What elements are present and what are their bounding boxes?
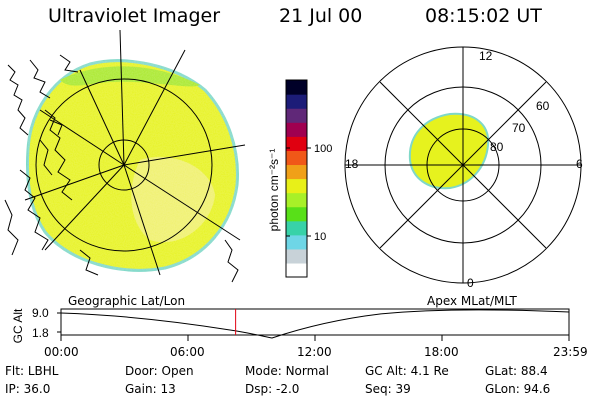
geo-grid <box>24 29 246 276</box>
left-panel-label: Geographic Lat/Lon <box>68 294 186 308</box>
colorbar-segment <box>286 178 307 194</box>
info-ip: IP: 36.0 <box>5 382 51 396</box>
colorbar-segment <box>286 220 307 236</box>
info-gc-alt: GC Alt: 4.1 Re <box>365 364 449 378</box>
colorbar-segment <box>286 262 307 278</box>
info-mode: Mode: Normal <box>245 364 329 378</box>
colorbar-segment <box>286 164 307 180</box>
lat-label-60: 60 <box>536 99 550 113</box>
xtick-06: 06:00 <box>170 345 205 359</box>
colorbar-ticks <box>286 147 311 237</box>
colorbar-segment <box>286 234 307 250</box>
colorbar-segment <box>286 206 307 222</box>
info-flt: Flt: LBHL <box>5 364 59 378</box>
altitude-ylabel: GC Alt <box>11 308 25 343</box>
info-seq: Seq: 39 <box>365 382 411 396</box>
geographic-image-panel <box>4 29 246 283</box>
colorbar-segment <box>286 248 307 264</box>
info-glon: GLon: 94.6 <box>485 382 551 396</box>
xtick-00: 00:00 <box>44 345 79 359</box>
colorbar-segment <box>286 136 307 151</box>
xtick-18: 18:00 <box>424 345 459 359</box>
mlt-label-12: 12 <box>479 49 493 63</box>
mlt-label-0: 0 <box>467 276 474 290</box>
colorbar-tick-100: 100 <box>314 143 332 155</box>
mlt-label-18: 18 <box>345 157 359 171</box>
info-gain: Gain: 13 <box>125 382 176 396</box>
colorbar <box>285 79 308 278</box>
mlt-label-6: 6 <box>576 157 583 171</box>
colorbar-segment <box>286 192 307 208</box>
time-label: 08:15:02 UT <box>425 5 542 27</box>
colorbar-segment <box>286 80 307 95</box>
altitude-axis-ticks <box>57 312 570 341</box>
info-door: Door: Open <box>125 364 194 378</box>
altitude-ytick-high: 9.0 <box>32 306 49 320</box>
altitude-curve <box>60 309 570 339</box>
colorbar-segment <box>286 94 307 109</box>
colorbar-unit-label: photon cm⁻²s⁻¹ <box>267 149 281 232</box>
right-panel-label: Apex MLat/MLT <box>427 294 517 308</box>
colorbar-frame <box>285 79 308 278</box>
altitude-ytick-low: 1.8 <box>32 326 49 340</box>
xtick-2359: 23:59 <box>553 345 588 359</box>
lat-label-70: 70 <box>512 121 526 135</box>
colorbar-segment <box>286 150 307 166</box>
colorbar-segment <box>286 122 307 137</box>
info-dsp: Dsp: -2.0 <box>245 382 300 396</box>
lat-label-80: 80 <box>490 140 504 154</box>
coastlines <box>4 54 239 283</box>
colorbar-tick-10: 10 <box>314 231 326 243</box>
app-title: Ultraviolet Imager <box>48 5 221 27</box>
info-glat: GLat: 88.4 <box>485 364 548 378</box>
altitude-plot <box>57 308 570 341</box>
polar-plot <box>344 46 582 284</box>
xtick-12: 12:00 <box>297 345 332 359</box>
date-label: 21 Jul 00 <box>279 5 363 27</box>
colorbar-segment <box>286 108 307 123</box>
